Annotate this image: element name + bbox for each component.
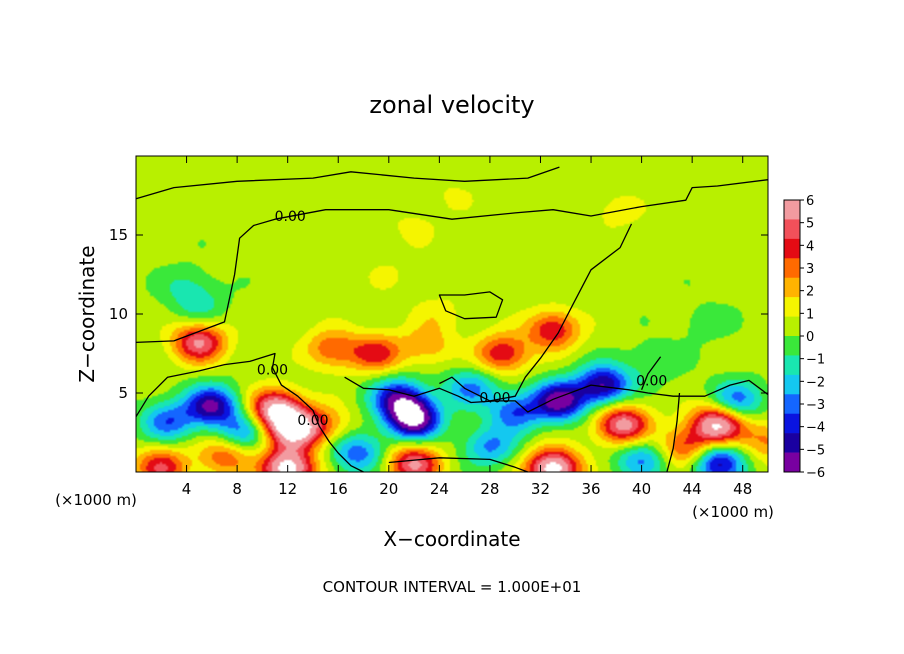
colorbar-swatch [784,452,800,473]
zero-contour-0 [135,166,560,200]
zero-contour-7 [666,392,681,473]
colorbar-label: −3 [806,398,825,413]
x-tick-label: 32 [531,480,550,498]
colorbar-label: −6 [806,466,825,481]
colorbar-swatch [784,258,800,279]
x-tick-label: 28 [480,480,499,498]
x-tick-label: 8 [232,480,242,498]
x-tick-label: 40 [632,480,651,498]
zero-contour-6 [640,356,662,391]
colorbar: 6 5 4 3 2 1 0 −1 −2 −3 −4 −5 −6 [783,194,825,481]
contour-label-3: 0.00 [479,391,510,407]
y-tick-label: 15 [109,226,128,244]
colorbar-swatch [784,316,800,337]
zero-contour-1 [135,179,769,344]
colorbar-swatch [784,219,800,240]
x-tick-label: 44 [683,480,702,498]
x-tick-label: 12 [278,480,297,498]
contour-label-4: 0.00 [636,373,667,389]
colorbar-label: 4 [806,239,814,254]
colorbar-swatch [784,433,800,453]
zero-contour-2 [439,223,633,402]
zero-contour-4 [135,352,364,473]
colorbar-swatch [784,336,800,356]
x-tick-label: 20 [379,480,398,498]
colorbar-swatch [784,413,800,434]
chart-title: zonal velocity [369,91,534,119]
contour-interval-note: CONTOUR INTERVAL = 1.000E+01 [323,578,582,596]
y-axis-ticks: 5 10 15 [109,226,768,402]
contour-label-1: 0.00 [257,362,288,378]
colorbar-label: −5 [806,443,825,458]
x-tick-label: 4 [182,480,192,498]
y-tick-label: 10 [109,305,128,323]
zero-contour-8 [388,457,529,473]
colorbar-swatch [784,200,800,220]
colorbar-label: −2 [806,375,825,390]
colorbar-label: 0 [806,330,814,345]
colorbar-label: 3 [806,262,814,277]
colorbar-label: 1 [806,307,814,322]
colorbar-swatch [784,238,800,259]
colorbar-swatch [784,277,800,298]
x-tick-label: 16 [329,480,348,498]
colorbar-swatch [784,355,800,376]
contour-labels: 0.00 0.00 0.00 0.00 0.00 [257,209,667,429]
x-tick-label: 48 [733,480,752,498]
plot-area: 0.00 0.00 0.00 0.00 0.00 [135,155,769,473]
colorbar-label: 6 [806,194,814,209]
colorbar-label: −4 [806,421,825,436]
colorbar-label: 2 [806,285,814,300]
y-axis-label: Z−coordinate [75,245,99,382]
y-tick-label: 5 [118,384,128,402]
x-tick-label: 36 [581,480,600,498]
x-tick-label: 24 [430,480,449,498]
colorbar-swatch [784,297,800,317]
colorbar-label: −1 [806,353,825,368]
x-axis-ticks: 4 8 12 16 20 24 28 32 36 40 44 48 [182,156,752,498]
contour-label-2: 0.00 [297,413,328,429]
colorbar-label: 5 [806,217,814,232]
zero-contour-3 [438,291,504,320]
zero-contour-5 [344,376,769,413]
contour-label-0: 0.00 [275,209,306,225]
zero-contour-lines [135,166,769,473]
x-unit-right: (×1000 m) [692,503,774,521]
x-unit-left: (×1000 m) [55,491,137,509]
x-axis-label: X−coordinate [383,527,520,551]
colorbar-swatch [784,374,800,395]
colorbar-swatch [784,394,800,415]
